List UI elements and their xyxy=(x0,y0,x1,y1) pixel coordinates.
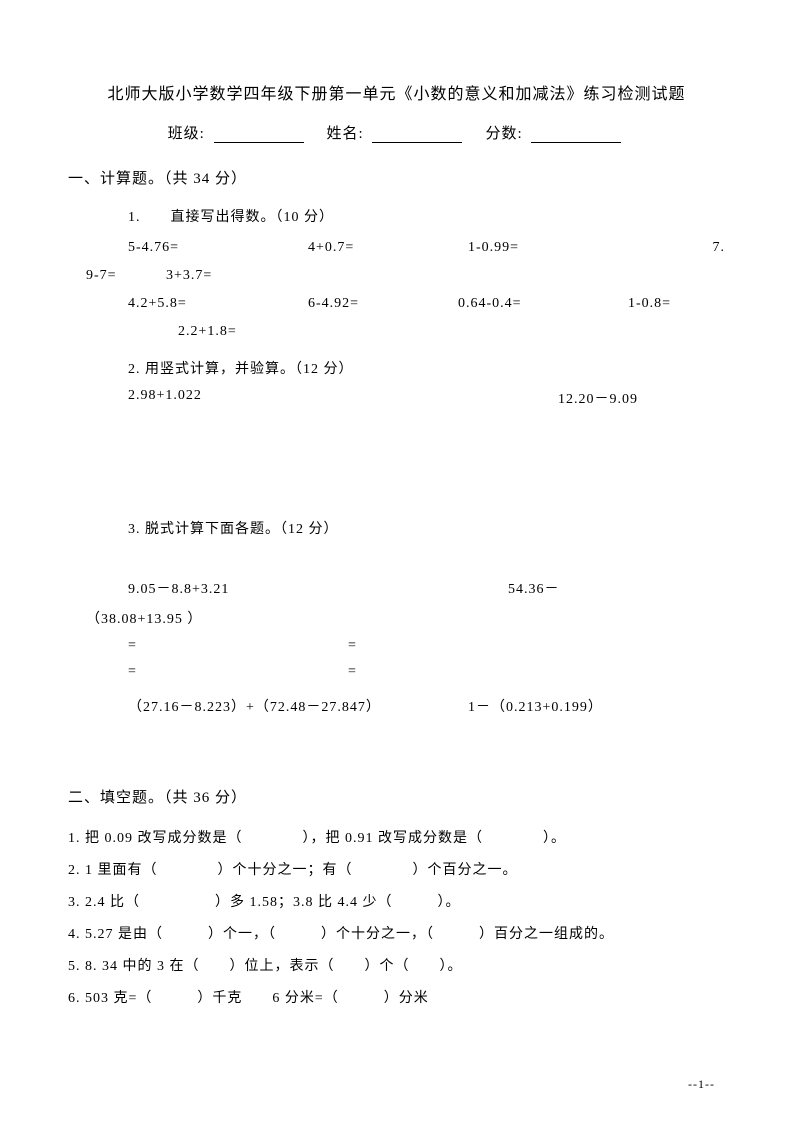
q3-eq1-a: = xyxy=(128,638,348,654)
q3-eq2: = = xyxy=(128,664,725,680)
score-blank xyxy=(531,127,621,143)
q2-row: 2.98+1.022 12.20－9.09 xyxy=(128,388,725,408)
class-label: 班级: xyxy=(168,126,205,142)
page-number: --1-- xyxy=(688,1077,715,1092)
q1-r1w-a: 9-7= xyxy=(86,268,166,284)
q1-r1-a: 5-4.76= xyxy=(128,240,308,256)
q1-row2: 4.2+5.8= 6-4.92= 0.64-0.4= 1-0.8= xyxy=(128,296,725,312)
q1-r1w-b: 3+3.7= xyxy=(166,268,212,284)
fill-3: 3. 2.4 比（ ）多 1.58；3.8 比 4.4 少（ ）。 xyxy=(68,891,725,911)
q1-row1: 5-4.76= 4+0.7= 1-0.99= 7. xyxy=(128,240,725,256)
q3-row2: （27.16－8.223）+（72.48－27.847） 1－（0.213+0.… xyxy=(128,696,725,716)
q3-row1: 9.05－8.8+3.21 54.36－ xyxy=(128,578,725,598)
q3-label: 3. 脱式计算下面各题。（12 分） xyxy=(128,518,725,538)
q2-b: 12.20－9.09 xyxy=(558,388,638,408)
q1-r1-d: 7. xyxy=(658,240,725,256)
q1-r2-c: 0.64-0.4= xyxy=(458,296,628,312)
fill-5: 5. 8. 34 中的 3 在（ ）位上，表示（ ）个（ ）。 xyxy=(68,955,725,975)
class-blank xyxy=(214,127,304,143)
q1-r1-b: 4+0.7= xyxy=(308,240,468,256)
section2-heading: 二、填空题。（共 36 分） xyxy=(68,786,725,807)
q3-eq1-b: = xyxy=(348,638,568,654)
name-label: 姓名: xyxy=(327,126,364,142)
q1-r2w: 2.2+1.8= xyxy=(178,324,237,340)
q3-eq1: = = xyxy=(128,638,725,654)
q3-r2-a: （27.16－8.223）+（72.48－27.847） xyxy=(128,696,468,716)
section1-heading: 一、计算题。（共 34 分） xyxy=(68,167,725,188)
q1-row2-wrap: 2.2+1.8= xyxy=(178,324,725,340)
fill-2: 2. 1 里面有（ ）个十分之一；有（ ）个百分之一。 xyxy=(68,859,725,879)
page-title: 北师大版小学数学四年级下册第一单元《小数的意义和加减法》练习检测试题 xyxy=(68,80,725,104)
q2-a: 2.98+1.022 xyxy=(128,388,558,408)
q1-label: 1. 直接写出得数。（10 分） xyxy=(128,206,725,226)
fill-1: 1. 把 0.09 改写成分数是（ ），把 0.91 改写成分数是（ ）。 xyxy=(68,827,725,847)
fill-4: 4. 5.27 是由（ ）个一，（ ）个十分之一，（ ）百分之一组成的。 xyxy=(68,923,725,943)
name-blank xyxy=(372,127,462,143)
fill-6: 6. 503 克=（ ）千克 6 分米=（ ）分米 xyxy=(68,987,725,1007)
q1-r2-b: 6-4.92= xyxy=(308,296,458,312)
q3-r1-b: 54.36－ xyxy=(508,578,560,598)
q1-r2-a: 4.2+5.8= xyxy=(128,296,308,312)
q1-r1-c: 1-0.99= xyxy=(468,240,658,256)
score-label: 分数: xyxy=(485,126,522,142)
q3-eq2-a: = xyxy=(128,664,348,680)
q3-paren: （38.08+13.95 ） xyxy=(86,608,725,628)
q3-r2-b: 1－（0.213+0.199） xyxy=(468,696,603,716)
student-info-line: 班级: 姓名: 分数: xyxy=(68,122,725,143)
q1-r2-d: 1-0.8= xyxy=(628,296,671,312)
q3-eq2-b: = xyxy=(348,664,568,680)
q2-label: 2. 用竖式计算，并验算。（12 分） xyxy=(128,358,725,378)
q3-r1-a: 9.05－8.8+3.21 xyxy=(128,578,508,598)
q1-row1-wrap: 9-7= 3+3.7= xyxy=(86,268,725,284)
